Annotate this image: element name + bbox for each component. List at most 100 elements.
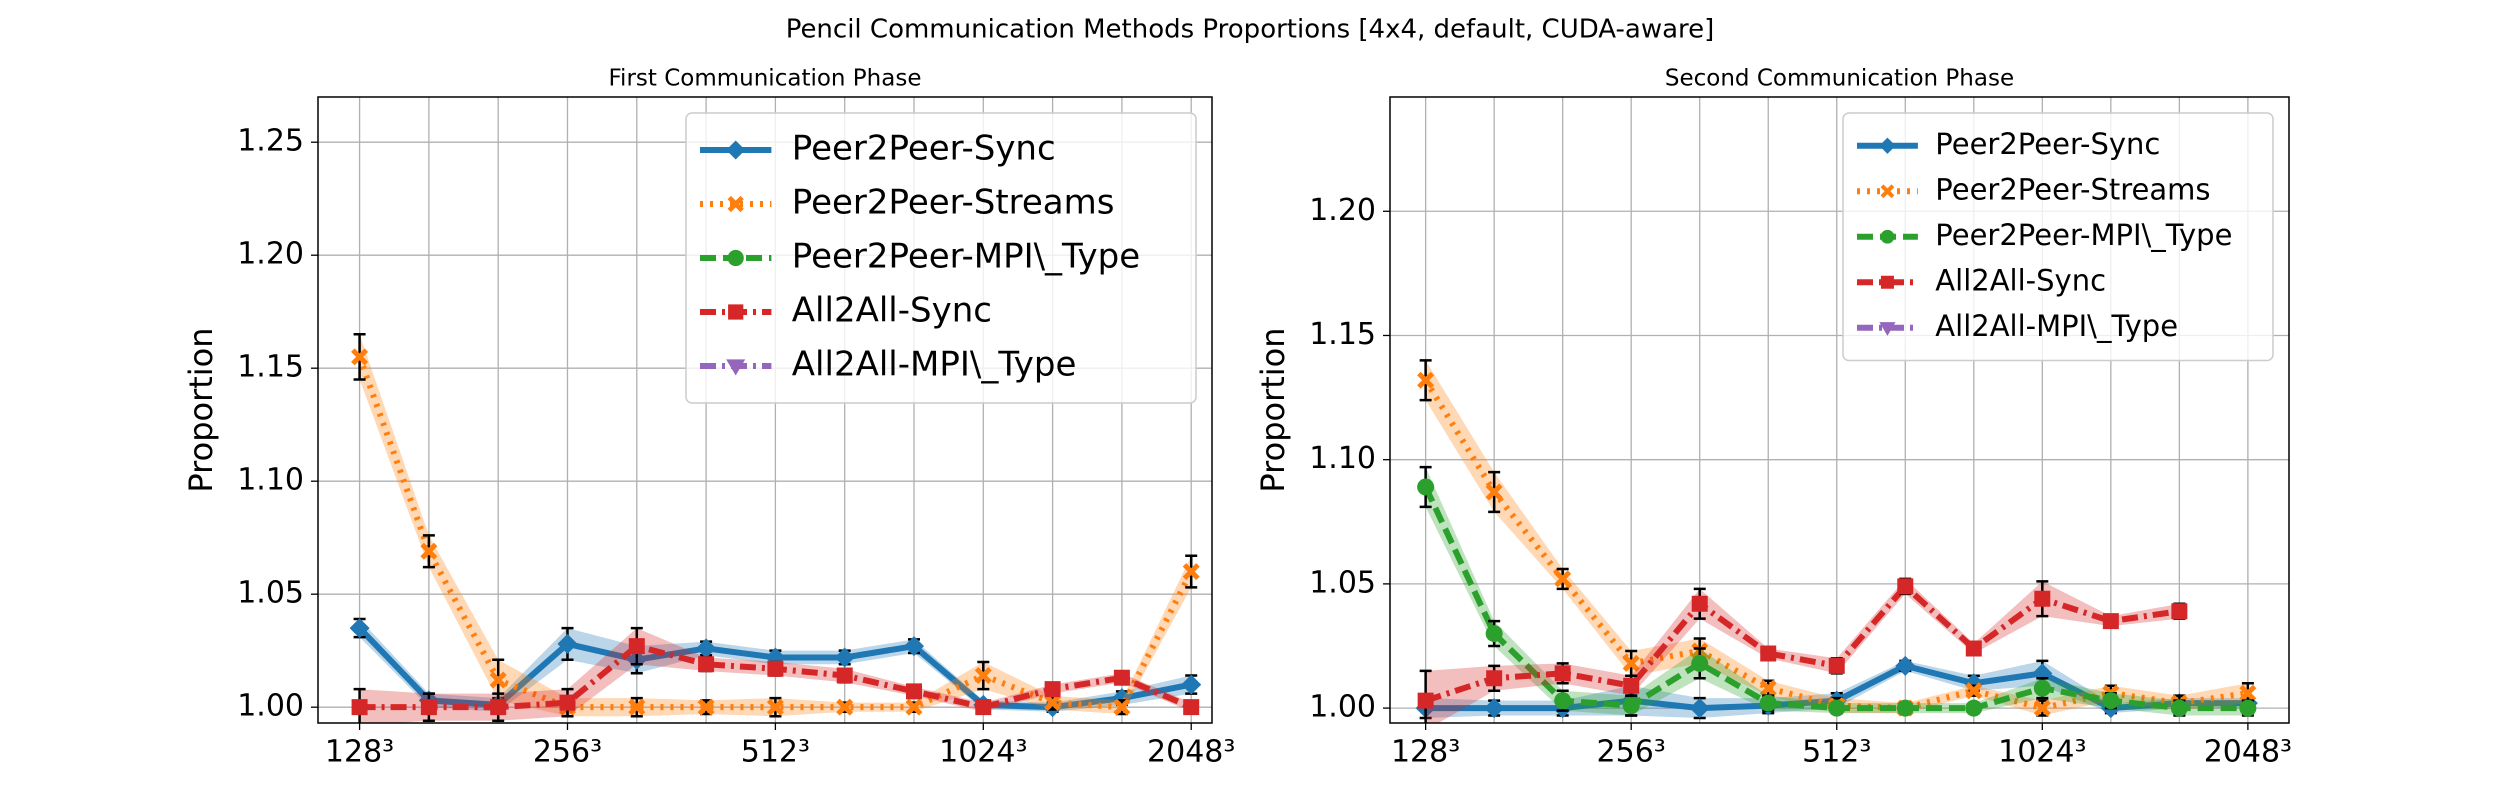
marker — [1182, 563, 1200, 581]
marker — [1879, 137, 1896, 154]
legend: Peer2Peer-Sync Peer2Peer-Streams Peer2Peer… — [1842, 112, 2274, 362]
marker — [489, 671, 507, 689]
y-tick-label: 1.00 — [1309, 690, 1376, 725]
marker — [834, 647, 855, 668]
marker — [559, 694, 576, 711]
axes-frame — [317, 96, 1213, 724]
plot-area — [1415, 359, 2258, 723]
marker — [696, 638, 717, 659]
marker — [726, 359, 746, 376]
x-tick-label: 256³ — [1597, 735, 1666, 770]
marker — [728, 304, 744, 320]
marker — [1622, 654, 1640, 672]
marker — [1113, 698, 1131, 716]
marker — [628, 698, 646, 716]
marker — [1417, 371, 1435, 389]
x-tick-label: 2048³ — [2204, 735, 2292, 770]
x-tick-label: 2048³ — [1147, 735, 1235, 770]
marker — [1691, 654, 1709, 672]
marker — [2170, 699, 2188, 717]
marker — [836, 698, 854, 716]
marker — [1691, 595, 1708, 612]
y-tick-label: 1.10 — [1309, 441, 1376, 476]
marker — [1485, 483, 1503, 501]
marker — [906, 683, 922, 700]
marker — [836, 667, 853, 684]
marker — [1896, 699, 1914, 717]
x-tick-label: 128³ — [325, 735, 394, 770]
y-tick-label: 1.05 — [1309, 565, 1376, 600]
legend-label: All2All-MPI\_Type — [1935, 309, 2178, 343]
legend-box — [685, 112, 1197, 404]
marker — [490, 699, 507, 716]
marker — [1417, 478, 1435, 496]
legend-label: All2All-Sync — [792, 291, 992, 331]
subplot-title: Second Communication Phase — [1665, 66, 2014, 92]
legend-label: Peer2Peer-Streams — [792, 183, 1115, 223]
error-band — [1425, 578, 2180, 723]
marker — [1689, 698, 1710, 719]
x-tick-label: 512³ — [741, 735, 810, 770]
marker — [766, 698, 784, 716]
marker — [1760, 645, 1777, 662]
x-tick-label: 512³ — [1802, 735, 1871, 770]
marker — [1828, 699, 1846, 717]
marker — [1880, 229, 1895, 244]
y-axis-label: Proportion — [182, 327, 220, 492]
marker — [1113, 669, 1130, 686]
y-tick-label: 1.05 — [237, 576, 304, 611]
marker — [1623, 677, 1640, 694]
marker — [1181, 674, 1202, 695]
marker — [1759, 694, 1777, 712]
marker — [2033, 679, 2051, 697]
y-tick-label: 1.10 — [237, 463, 304, 498]
legend-label: Peer2Peer-MPI\_Type — [792, 237, 1140, 277]
marker — [1554, 665, 1571, 682]
y-tick-label: 1.15 — [237, 350, 304, 385]
marker — [727, 249, 744, 267]
x-tick-label: 256³ — [533, 735, 602, 770]
marker — [1622, 697, 1640, 715]
legend-label: Peer2Peer-Sync — [792, 129, 1056, 169]
marker — [420, 699, 437, 716]
marker — [1484, 698, 1505, 719]
marker — [420, 542, 438, 560]
marker — [698, 656, 715, 673]
legend-label: Peer2Peer-Streams — [1935, 172, 2210, 206]
y-tick-label: 1.20 — [237, 237, 304, 272]
marker — [727, 195, 744, 213]
marker — [975, 699, 992, 716]
marker — [1759, 679, 1777, 697]
marker — [351, 348, 369, 366]
marker — [974, 667, 992, 685]
marker — [1486, 670, 1503, 687]
marker — [904, 636, 924, 657]
y-tick-label: 1.25 — [237, 124, 304, 159]
legend-label: Peer2Peer-Sync — [1935, 127, 2160, 161]
marker — [1183, 699, 1200, 716]
marker — [2102, 692, 2120, 710]
y-axis-label: Proportion — [1254, 327, 1292, 492]
legend-box — [1842, 112, 2274, 362]
marker — [726, 140, 746, 160]
marker — [697, 698, 715, 716]
legend-label: All2All-Sync — [1935, 263, 2106, 297]
marker — [1965, 682, 1983, 700]
marker — [2102, 613, 2119, 630]
legend-label: All2All-MPI\_Type — [792, 345, 1077, 385]
marker — [1417, 692, 1434, 709]
marker — [351, 699, 368, 716]
marker — [2239, 684, 2257, 702]
marker — [2033, 699, 2051, 717]
y-tick-label: 1.00 — [237, 689, 304, 724]
legend-label: Peer2Peer-MPI\_Type — [1935, 218, 2232, 252]
subplot-title: First Communication Phase — [609, 66, 922, 92]
y-tick-label: 1.20 — [1309, 193, 1376, 228]
subplot: First Communication Phase Proportion 1.00 1… — [182, 66, 1235, 770]
marker — [1828, 657, 1845, 674]
marker — [1965, 640, 1982, 657]
marker — [557, 633, 578, 654]
marker — [1485, 625, 1503, 643]
plot-area — [349, 333, 1202, 723]
